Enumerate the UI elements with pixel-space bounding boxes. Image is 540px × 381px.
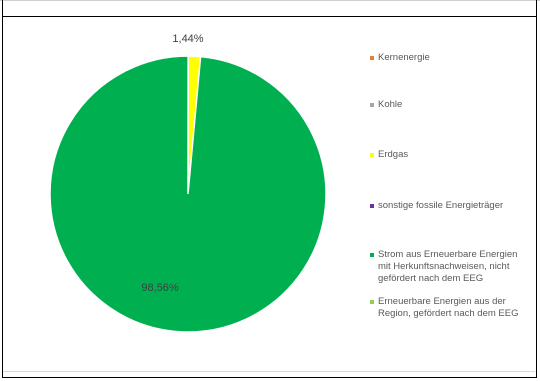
legend-swatch-strom-erneuerbare bbox=[370, 253, 374, 257]
legend-swatch-kohle bbox=[370, 103, 374, 107]
data-label-strom-aus-erneuerbare-energien: 98,56% bbox=[141, 282, 179, 294]
legend-label-erdgas: Erdgas bbox=[378, 149, 409, 160]
left-edge bbox=[2, 0, 3, 16]
legend-item-kohle: Kohle bbox=[370, 99, 402, 111]
pie-data-labels: 1,44% 98,56% bbox=[141, 33, 203, 294]
legend-item-sonstige-fossile: sonstige fossile Energieträger bbox=[370, 200, 503, 212]
data-label-erdgas: 1,44% bbox=[172, 33, 203, 45]
legend-item-erdgas: Erdgas bbox=[370, 149, 408, 161]
pie-slices bbox=[49, 55, 327, 333]
legend-item-kernenergie: Kernenergie bbox=[370, 52, 430, 64]
legend-swatch-kernenergie bbox=[370, 56, 374, 60]
legend-item-erneuerbare-region: Erneuerbare Energien aus der Region, gef… bbox=[370, 296, 518, 320]
legend-swatch-sonstige-fossile bbox=[370, 204, 374, 208]
legend-label-erneuerbare-region: Erneuerbare Energien aus der Region, gef… bbox=[378, 296, 519, 319]
right-edge bbox=[536, 0, 537, 16]
legend-label-kohle: Kohle bbox=[378, 99, 403, 110]
legend: Kernenergie Kohle Erdgas sonstige fossil… bbox=[370, 0, 535, 381]
legend-item-strom-erneuerbare: Strom aus Erneuerbare Energien mit Herku… bbox=[370, 249, 517, 285]
pie-slice-strom-aus-erneuerbare-energien bbox=[49, 55, 327, 333]
legend-swatch-erdgas bbox=[370, 153, 374, 157]
legend-label-strom-erneuerbare: Strom aus Erneuerbare Energien mit Herku… bbox=[378, 249, 518, 284]
chart-bottom-line bbox=[3, 371, 535, 372]
top-border-line bbox=[0, 0, 540, 1]
legend-label-sonstige-fossile: sonstige fossile Energieträger bbox=[378, 200, 504, 211]
legend-swatch-erneuerbare-region bbox=[370, 300, 374, 304]
legend-label-kernenergie: Kernenergie bbox=[378, 52, 430, 63]
